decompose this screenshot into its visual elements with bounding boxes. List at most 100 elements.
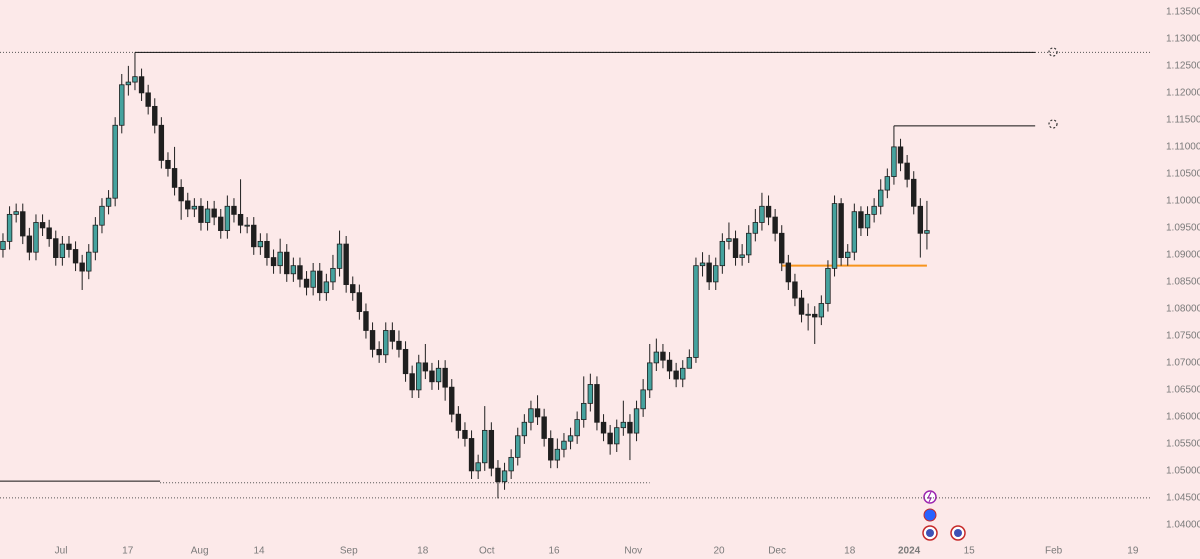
candle-body	[72, 249, 79, 264]
candle-body	[633, 408, 640, 434]
candle-body	[765, 205, 772, 218]
y-tick-label: 1.07000	[1166, 358, 1200, 369]
candle-body	[435, 367, 442, 383]
candle-body	[376, 348, 382, 356]
y-tick-label: 1.07500	[1166, 331, 1200, 342]
candle-body	[356, 292, 363, 312]
candle-body	[495, 467, 501, 483]
x-tick-label: 15	[964, 546, 976, 557]
candle-body	[845, 251, 851, 258]
candle-body	[39, 222, 46, 229]
candle-body	[297, 265, 303, 280]
candle-body	[138, 76, 145, 94]
candle-body	[759, 205, 765, 223]
candle-body	[125, 81, 132, 86]
candle-body	[488, 429, 495, 469]
x-tick-label: 18	[417, 546, 429, 557]
candle-body	[26, 235, 33, 253]
candle-body	[581, 402, 587, 420]
candle-body	[607, 432, 613, 445]
candle-body	[620, 421, 627, 429]
candle-body	[772, 216, 778, 234]
candle-body	[660, 351, 666, 361]
candle-body	[508, 456, 514, 472]
x-tick-label: Sep	[340, 546, 358, 557]
candle-body	[343, 243, 349, 285]
candle-body	[468, 438, 475, 472]
y-tick-label: 1.06000	[1166, 412, 1200, 423]
candle-body	[924, 230, 930, 234]
candle-body	[455, 413, 462, 431]
candle-body	[244, 224, 250, 227]
candle-body	[534, 408, 541, 418]
candle-body	[204, 208, 211, 223]
candle-body	[20, 211, 26, 237]
candle-body	[330, 267, 336, 283]
candle-body	[310, 270, 316, 288]
candle-body	[171, 168, 178, 188]
candle-body	[878, 189, 884, 207]
candle-body	[422, 362, 429, 372]
candle-body	[726, 238, 732, 242]
candle-body	[449, 386, 455, 415]
candle-body	[257, 240, 264, 248]
candle-body	[211, 208, 217, 218]
candle-body	[673, 370, 679, 380]
candle-body	[838, 203, 844, 258]
candle-body	[818, 303, 825, 318]
candle-body	[475, 462, 481, 472]
candle-body	[653, 351, 660, 364]
candle-body	[13, 211, 19, 215]
candle-body	[871, 205, 877, 215]
candle-body	[409, 373, 415, 391]
x-tick-label: Feb	[1045, 546, 1063, 557]
x-tick-label: 17	[122, 546, 134, 557]
y-tick-label: 1.08000	[1166, 304, 1200, 315]
candle-body	[732, 238, 739, 258]
candle-body	[825, 267, 831, 304]
candle-body	[185, 200, 191, 210]
candle-body	[719, 240, 726, 267]
candle-body	[191, 205, 198, 210]
candle-body	[363, 311, 369, 331]
candle-body	[284, 251, 290, 275]
candle-body	[442, 367, 448, 388]
candle-body	[647, 362, 653, 391]
y-tick-label: 1.09500	[1166, 223, 1200, 234]
candle-body	[911, 178, 917, 207]
candle-body	[429, 370, 435, 383]
candle-body	[587, 384, 594, 404]
x-tick-label: 18	[844, 546, 856, 557]
candle-body	[402, 348, 409, 375]
x-tick-label: 2024	[898, 546, 921, 557]
candle-body	[864, 213, 871, 229]
y-tick-label: 1.10000	[1166, 196, 1200, 207]
candle-body	[112, 124, 118, 199]
candle-body	[178, 186, 184, 202]
candle-body	[303, 278, 310, 288]
candle-body	[805, 313, 811, 316]
y-tick-label: 1.13500	[1166, 7, 1200, 18]
candle-body	[614, 427, 620, 445]
candle-body	[594, 384, 600, 423]
candle-body	[858, 211, 864, 229]
x-tick-label: 20	[713, 546, 725, 557]
candle-body	[706, 262, 712, 283]
x-tick-label: Aug	[191, 546, 209, 557]
candle-body	[891, 146, 897, 177]
candle-body	[812, 313, 818, 318]
candle-body	[132, 76, 138, 83]
y-tick-label: 1.05000	[1166, 466, 1200, 477]
x-tick-label: Nov	[624, 546, 642, 557]
candle-body	[831, 203, 838, 269]
candle-body	[66, 243, 72, 250]
y-tick-label: 1.05500	[1166, 439, 1200, 450]
candle-body	[79, 262, 85, 272]
candle-body	[389, 330, 396, 342]
candle-body	[198, 205, 204, 223]
candle-body	[554, 448, 561, 461]
candle-body	[462, 429, 468, 439]
candle-body	[917, 205, 924, 234]
